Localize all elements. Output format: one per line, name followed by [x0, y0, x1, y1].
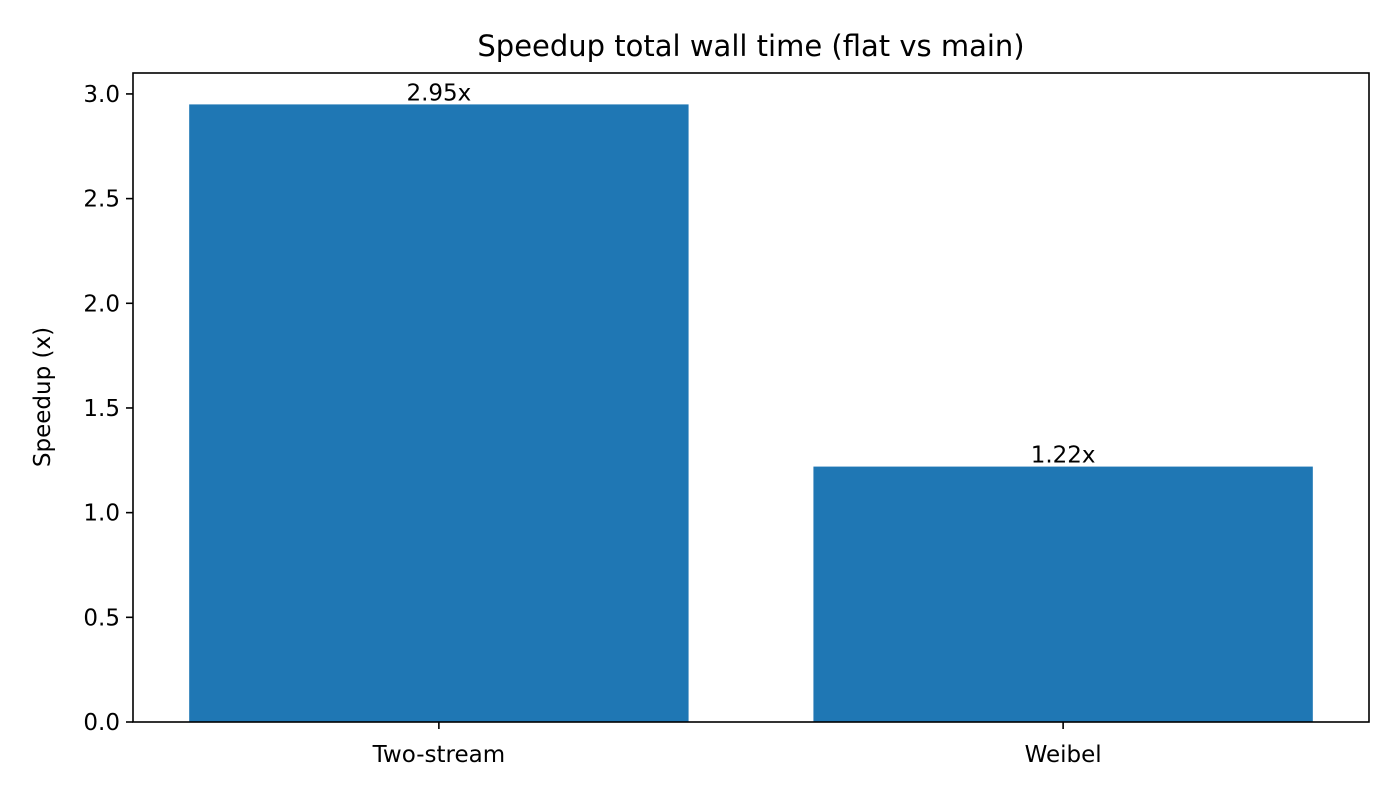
bar-two-stream — [189, 104, 689, 723]
chart-title: Speedup total wall time (flat vs main) — [477, 29, 1024, 63]
y-tick-label: 2.5 — [83, 187, 120, 213]
y-tick-label: 3.0 — [83, 82, 120, 108]
y-axis-label: Speedup (x) — [30, 327, 56, 467]
x-axis: Two-stream Weibel — [372, 722, 1102, 768]
data-label: 2.95x — [406, 80, 471, 106]
bar-weibel — [813, 466, 1313, 722]
y-tick-label: 0.5 — [83, 605, 120, 631]
y-tick-label: 0.0 — [83, 710, 120, 736]
y-axis: 0.0 0.5 1.0 1.5 2.0 2.5 3.0 — [83, 82, 133, 736]
y-tick-label: 2.0 — [83, 291, 120, 317]
y-tick-label: 1.0 — [83, 501, 120, 527]
y-tick-label: 1.5 — [83, 396, 120, 422]
plot-frame — [132, 72, 1370, 723]
x-tick-label: Weibel — [1025, 742, 1102, 768]
data-labels-group: 2.95x 1.22x — [406, 80, 1095, 468]
x-tick-label: Two-stream — [372, 742, 505, 768]
bars-group — [189, 104, 1313, 723]
data-label: 1.22x — [1031, 443, 1096, 469]
